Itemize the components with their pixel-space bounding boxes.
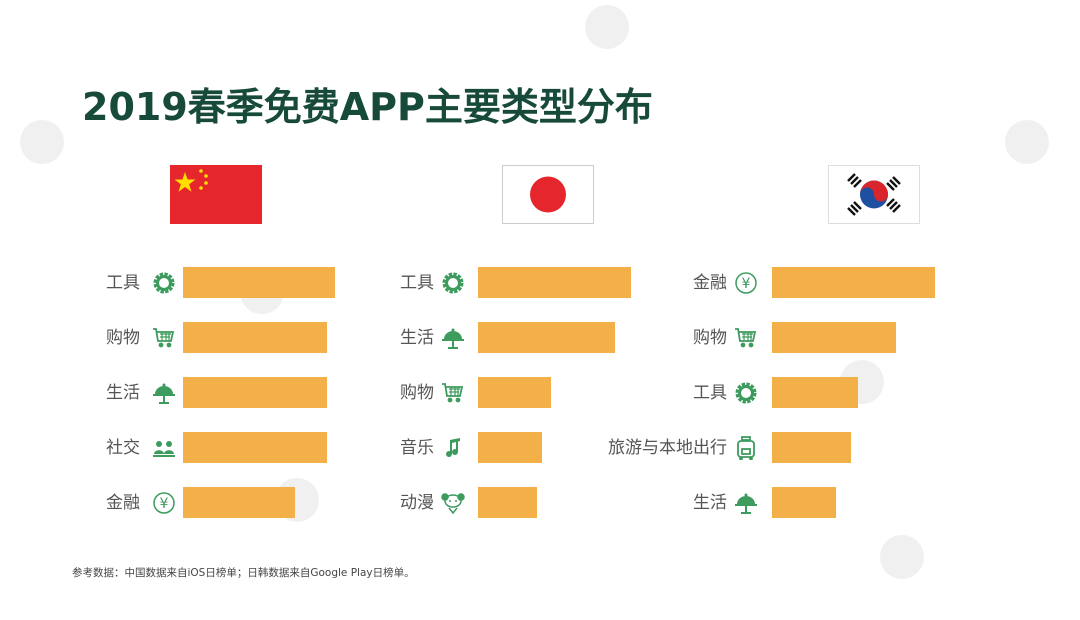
bar-row: 金融 ¥ <box>0 267 1080 299</box>
bar <box>478 322 615 353</box>
bar <box>478 377 551 408</box>
footnote: 参考数据：中国数据来自iOS日榜单；日韩数据来自Google Play日榜单。 <box>72 567 415 579</box>
bar <box>183 432 327 463</box>
bar <box>772 267 936 298</box>
category-label: 工具 <box>106 273 140 293</box>
category-label: 生活 <box>400 328 434 348</box>
korea-flag <box>828 165 920 224</box>
bar-row: 工具 <box>0 267 1080 299</box>
japan-flag <box>502 165 594 224</box>
category-label: 生活 <box>693 493 727 513</box>
china-flag <box>170 165 262 224</box>
gear-icon <box>441 271 465 295</box>
social-icon <box>152 436 176 460</box>
bar-row: 购物 <box>0 322 1080 354</box>
bar <box>772 432 852 463</box>
gear-icon <box>152 271 176 295</box>
category-label: 旅游与本地出行 <box>608 438 727 458</box>
bar <box>772 377 858 408</box>
bar-row: 生活 <box>0 377 1080 409</box>
chart-title: 2019春季免费APP主要类型分布 <box>82 85 653 129</box>
category-label: 金融 <box>693 273 727 293</box>
bar-row: 工具 <box>0 267 1080 299</box>
bar-row: 金融 ¥ <box>0 487 1080 519</box>
bar <box>183 377 327 408</box>
category-label: 金融 <box>106 493 140 513</box>
bar-row: 工具 <box>0 377 1080 409</box>
svg-text:¥: ¥ <box>742 276 751 292</box>
bar <box>772 322 896 353</box>
life-icon <box>441 326 465 350</box>
music-icon <box>441 436 465 460</box>
category-label: 购物 <box>693 328 727 348</box>
category-label: 音乐 <box>400 438 434 458</box>
bar <box>772 487 837 518</box>
bar-row: 旅游与本地出行 <box>0 432 1080 464</box>
category-label: 购物 <box>400 383 434 403</box>
svg-text:¥: ¥ <box>160 496 169 512</box>
anime-icon <box>441 491 465 515</box>
bar-row: 购物 <box>0 322 1080 354</box>
bar-row: 音乐 <box>0 432 1080 464</box>
luggage-icon <box>734 436 758 461</box>
bar-row: 生活 <box>0 322 1080 354</box>
category-label: 工具 <box>693 383 727 403</box>
bar-row: 生活 <box>0 487 1080 519</box>
cart-icon <box>441 381 465 405</box>
bar <box>478 487 538 518</box>
category-label: 动漫 <box>400 493 434 513</box>
bar <box>478 267 632 298</box>
bar <box>183 487 296 518</box>
cart-icon <box>734 326 758 350</box>
cart-icon <box>152 326 176 350</box>
yen-icon: ¥ <box>152 491 176 515</box>
category-label: 社交 <box>106 438 140 458</box>
yen-icon: ¥ <box>734 271 758 295</box>
bar-row: 购物 <box>0 377 1080 409</box>
life-icon <box>152 381 176 405</box>
bar <box>183 267 335 298</box>
category-label: 购物 <box>106 328 140 348</box>
category-label: 工具 <box>400 273 434 293</box>
gear-icon <box>734 381 758 405</box>
category-label: 生活 <box>106 383 140 403</box>
bar-row: 社交 <box>0 432 1080 464</box>
life-icon <box>734 491 758 515</box>
bar <box>478 432 543 463</box>
bar-row: 动漫 <box>0 487 1080 519</box>
bar <box>183 322 327 353</box>
